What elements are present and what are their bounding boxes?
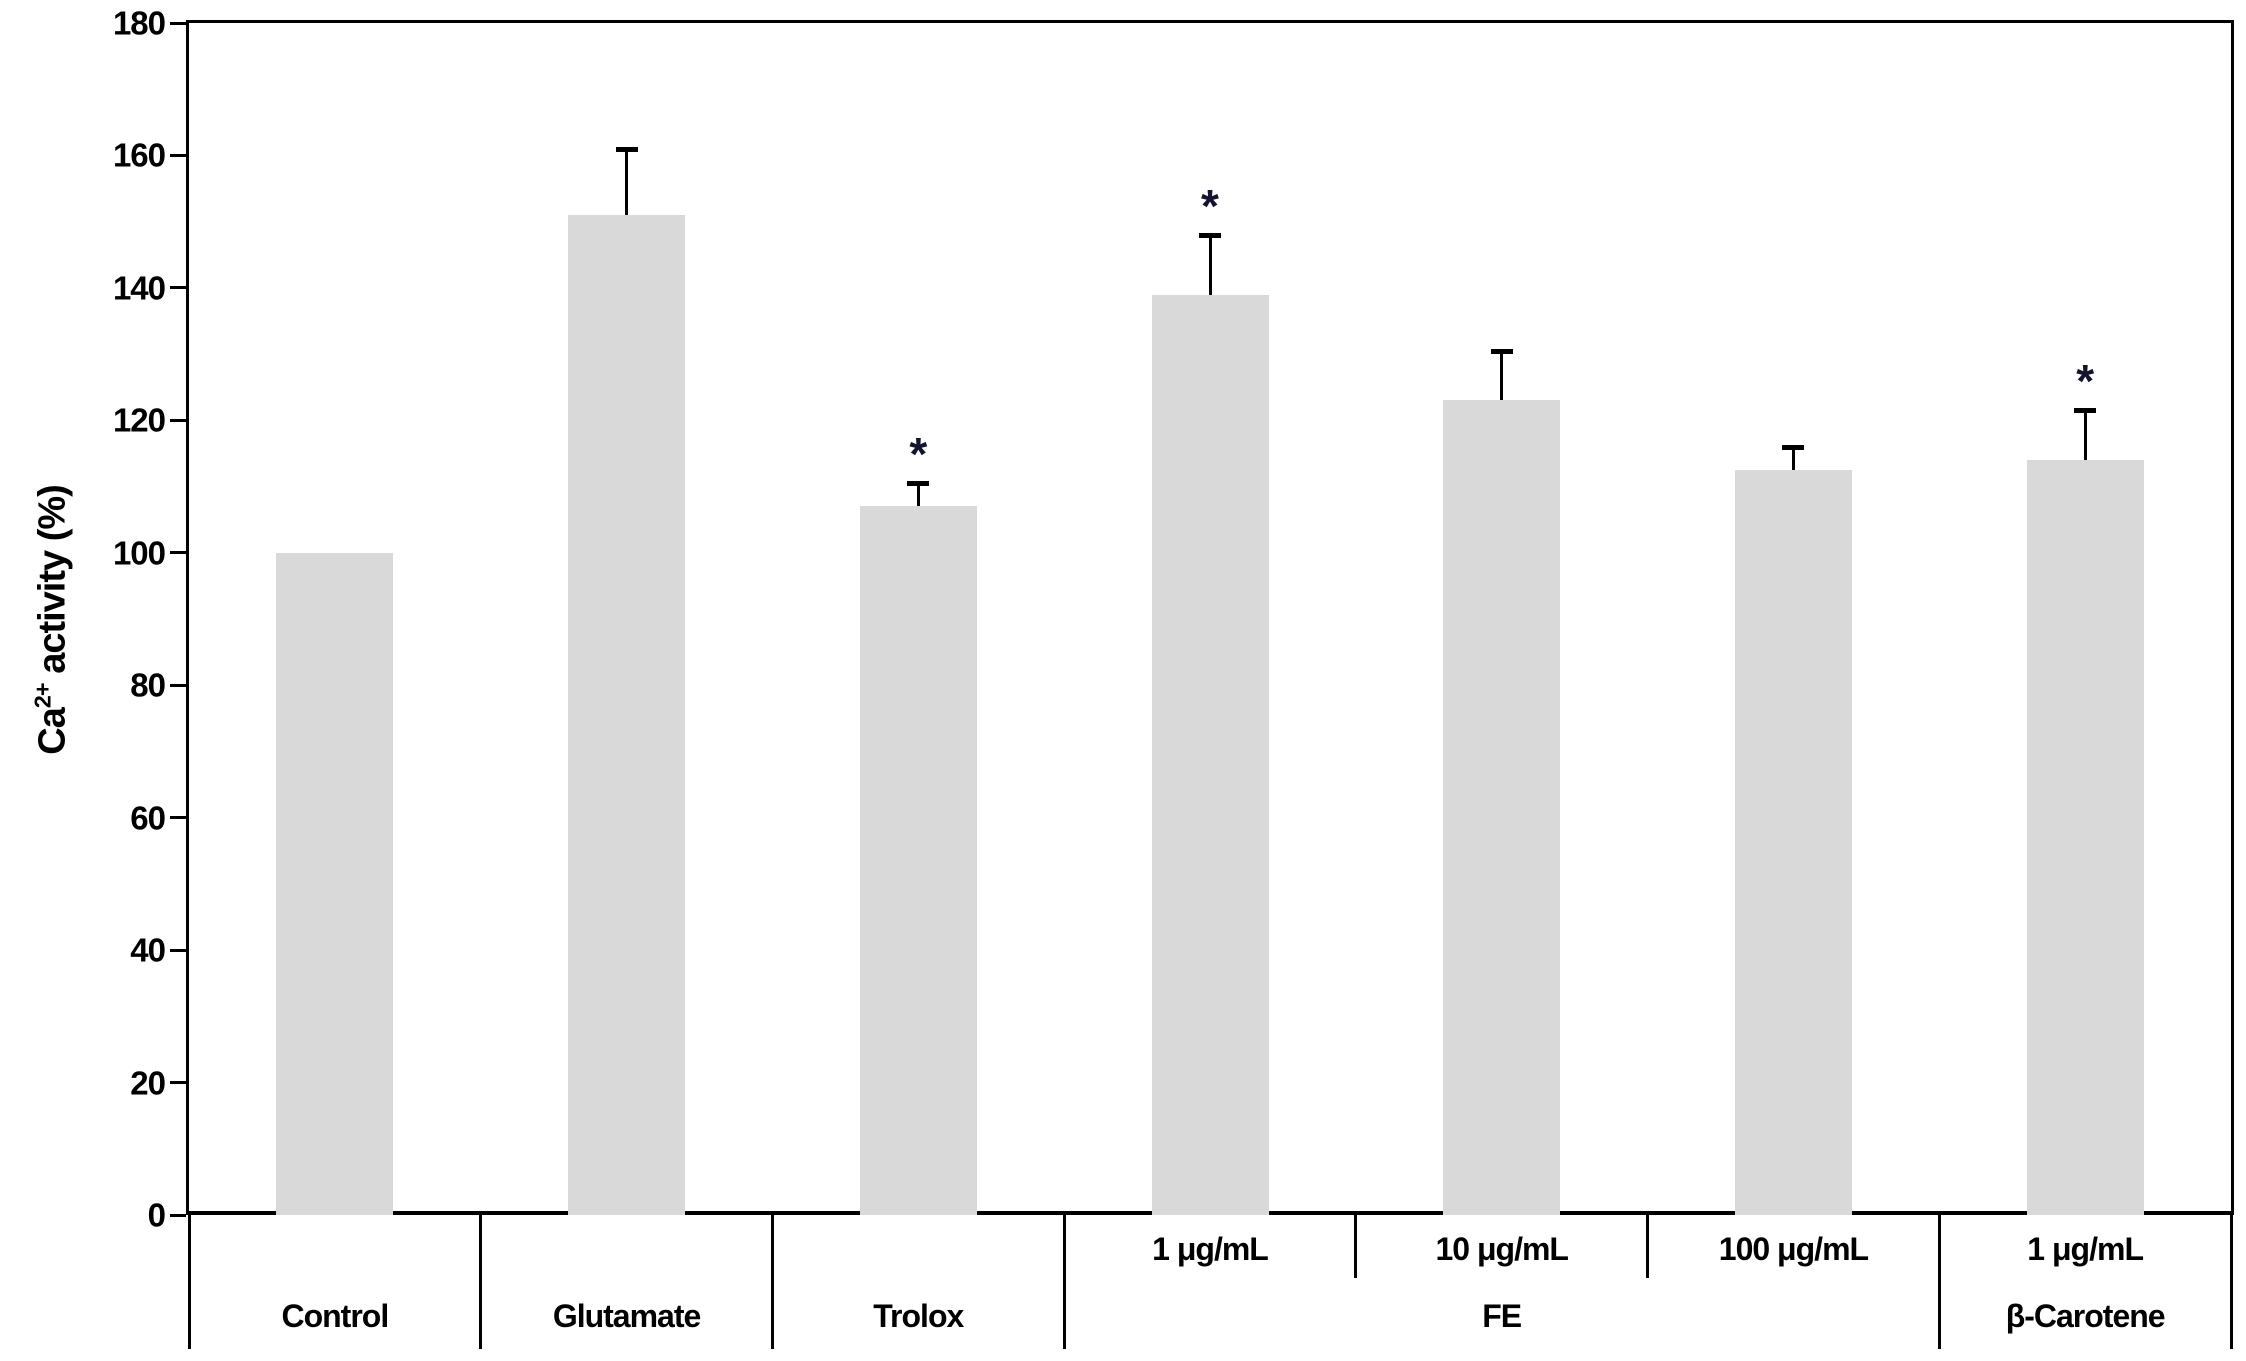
error-bar bbox=[1791, 446, 1795, 470]
group-label: FE bbox=[1482, 1297, 1522, 1334]
y-tick-label: 140 bbox=[112, 269, 166, 307]
error-bar-cap bbox=[2074, 408, 2097, 414]
y-tick-mark bbox=[170, 816, 186, 820]
error-bar-cap bbox=[907, 481, 930, 487]
bar bbox=[859, 506, 977, 1215]
bar bbox=[568, 215, 686, 1215]
bar bbox=[1443, 400, 1561, 1215]
y-tick-mark bbox=[170, 153, 186, 157]
y-tick-mark bbox=[170, 683, 186, 687]
bar bbox=[1151, 294, 1269, 1215]
category-separator bbox=[1937, 1215, 1941, 1349]
y-tick-label: 0 bbox=[147, 1196, 166, 1234]
error-bar-cap bbox=[1782, 444, 1805, 450]
dose-label: 10 μg/mL bbox=[1435, 1230, 1568, 1267]
error-bar bbox=[1208, 234, 1212, 295]
category-separator bbox=[479, 1215, 483, 1349]
y-tick-label: 120 bbox=[112, 401, 166, 439]
y-tick-mark bbox=[170, 1081, 186, 1085]
y-tick-label: 20 bbox=[130, 1064, 166, 1102]
category-separator bbox=[1062, 1215, 1066, 1349]
error-bar-cap bbox=[1490, 348, 1513, 354]
y-axis-title: Ca2+ activity (%) bbox=[30, 485, 75, 755]
y-axis-title-suffix: activity (%) bbox=[31, 485, 74, 684]
group-label: Trolox bbox=[873, 1297, 964, 1334]
error-bar bbox=[916, 483, 920, 507]
y-tick-mark bbox=[170, 286, 186, 290]
category-separator bbox=[2229, 1215, 2233, 1349]
y-tick-label: 60 bbox=[130, 799, 166, 837]
category-separator bbox=[187, 1215, 191, 1349]
y-tick-label: 100 bbox=[112, 534, 166, 572]
dose-separator bbox=[1646, 1215, 1650, 1278]
group-label: Control bbox=[281, 1297, 389, 1334]
y-tick-mark bbox=[170, 418, 186, 422]
significance-asterisk: * bbox=[2076, 355, 2095, 408]
significance-asterisk: * bbox=[1201, 179, 1219, 232]
bar bbox=[1734, 470, 1852, 1215]
y-tick-label: 40 bbox=[130, 931, 166, 969]
y-tick-mark bbox=[170, 1213, 186, 1217]
dose-separator bbox=[1354, 1215, 1358, 1278]
y-axis-title-text: Ca bbox=[31, 708, 74, 755]
bar bbox=[2026, 460, 2144, 1215]
group-label: β-Carotene bbox=[2005, 1297, 2166, 1334]
bar bbox=[276, 552, 394, 1215]
error-bar-cap bbox=[615, 146, 638, 152]
dose-label: 1 μg/mL bbox=[1152, 1230, 1269, 1267]
group-label: Glutamate bbox=[552, 1297, 701, 1334]
y-tick-label: 80 bbox=[130, 666, 166, 704]
category-separator bbox=[770, 1215, 774, 1349]
y-tick-label: 160 bbox=[112, 136, 166, 174]
error-bar bbox=[1500, 350, 1504, 401]
error-bar bbox=[625, 148, 629, 216]
y-tick-label: 180 bbox=[112, 4, 166, 42]
error-bar bbox=[2083, 410, 2087, 461]
y-tick-mark bbox=[170, 21, 186, 25]
dose-label: 100 μg/mL bbox=[1718, 1230, 1869, 1267]
dose-label: 1 μg/mL bbox=[2027, 1230, 2144, 1267]
error-bar-cap bbox=[1199, 232, 1221, 238]
y-tick-mark bbox=[170, 551, 186, 555]
significance-asterisk: * bbox=[909, 428, 928, 481]
y-tick-mark bbox=[170, 948, 186, 952]
